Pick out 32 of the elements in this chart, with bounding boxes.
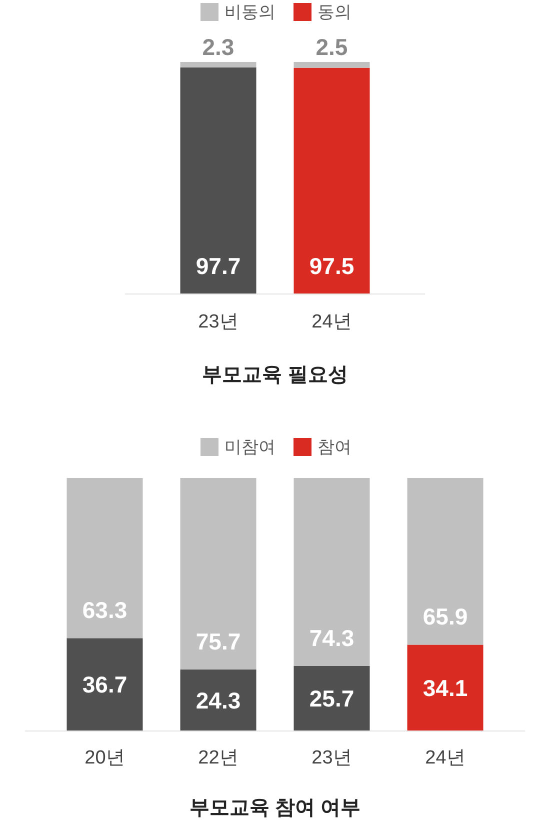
x-tick-label: 23년 — [312, 748, 352, 768]
bar — [294, 478, 370, 666]
legend-label: 참여 — [318, 438, 352, 456]
data-label: 2.5 — [316, 34, 348, 60]
bar — [407, 644, 484, 731]
bar — [294, 666, 370, 731]
x-tick-label: 23년 — [198, 312, 238, 332]
bar — [180, 478, 256, 670]
text: 부모교육 참여 여부 — [189, 797, 361, 819]
data-label: 63.3 — [82, 597, 128, 624]
legend-label: 비동의 — [224, 2, 276, 22]
data-label: 24.3 — [196, 687, 241, 714]
data-label: 36.7 — [82, 672, 128, 698]
data-label: 34.1 — [422, 674, 468, 701]
data-label: 65.9 — [422, 604, 468, 630]
bar — [66, 638, 143, 731]
x-tick-label: 24년 — [425, 748, 466, 768]
text: 부모교육 필요성 — [202, 364, 348, 386]
data-label: 75.7 — [196, 628, 241, 655]
bar — [180, 670, 256, 731]
data-label: 2.3 — [202, 34, 234, 60]
data-label: 97.7 — [196, 253, 241, 279]
x-tick-label: 20년 — [84, 748, 125, 768]
data-label: 97.5 — [309, 253, 354, 279]
data-label: 25.7 — [309, 685, 354, 712]
data-label: 74.3 — [309, 624, 354, 651]
legend-label: 동의 — [318, 2, 352, 22]
bar — [407, 478, 484, 645]
bar — [66, 478, 143, 638]
x-tick-label: 22년 — [198, 748, 238, 768]
x-tick-label: 24년 — [312, 312, 352, 332]
legend-label: 미참여 — [224, 438, 276, 456]
